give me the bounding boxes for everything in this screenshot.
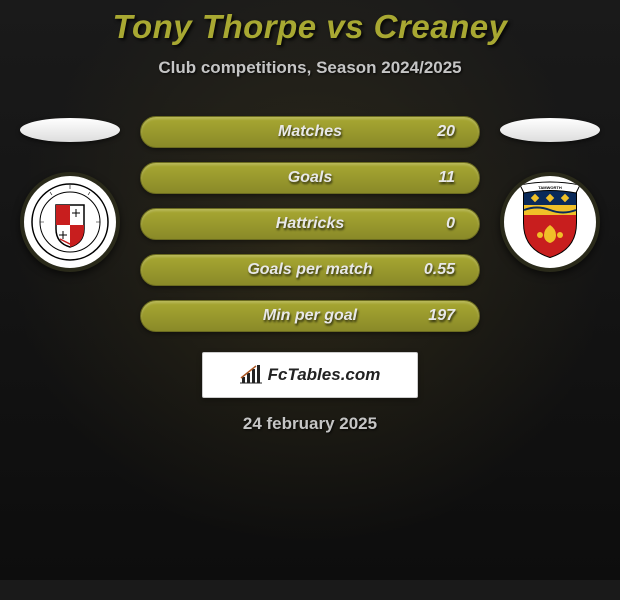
stat-value: 11 <box>438 169 455 187</box>
stat-label: Min per goal <box>263 307 357 325</box>
main-row: Matches 20 Goals 11 Hattricks 0 Goals pe… <box>0 116 620 332</box>
brand-text: FcTables.com <box>268 365 381 385</box>
stat-label: Matches <box>278 123 342 141</box>
stat-value: 20 <box>437 123 455 141</box>
subtitle: Club competitions, Season 2024/2025 <box>158 58 461 78</box>
stat-bar-matches: Matches 20 <box>140 116 480 148</box>
left-ellipse <box>20 118 120 142</box>
bar-chart-icon <box>240 365 262 385</box>
woking-crest-icon <box>30 177 110 267</box>
stat-bar-goals-per-match: Goals per match 0.55 <box>140 254 480 286</box>
stat-bar-hattricks: Hattricks 0 <box>140 208 480 240</box>
stat-label: Goals per match <box>247 261 372 279</box>
stat-label: Hattricks <box>276 215 344 233</box>
left-team-badge <box>20 172 120 272</box>
comparison-card: Tony Thorpe vs Creaney Club competitions… <box>0 0 620 580</box>
tamworth-crest-icon: TAMWORTH <box>510 177 590 267</box>
stat-bar-min-per-goal: Min per goal 197 <box>140 300 480 332</box>
left-side <box>20 116 120 272</box>
right-ellipse <box>500 118 600 142</box>
brand-box[interactable]: FcTables.com <box>202 352 418 398</box>
stat-value: 197 <box>428 307 455 325</box>
stat-value: 0 <box>446 215 455 233</box>
date-text: 24 february 2025 <box>243 414 377 434</box>
right-team-badge: TAMWORTH <box>500 172 600 272</box>
svg-text:TAMWORTH: TAMWORTH <box>538 185 562 190</box>
page-title: Tony Thorpe vs Creaney <box>113 8 508 46</box>
stat-value: 0.55 <box>424 261 455 279</box>
stat-bars: Matches 20 Goals 11 Hattricks 0 Goals pe… <box>140 116 480 332</box>
right-side: TAMWORTH <box>500 116 600 272</box>
stat-bar-goals: Goals 11 <box>140 162 480 194</box>
stat-label: Goals <box>288 169 332 187</box>
